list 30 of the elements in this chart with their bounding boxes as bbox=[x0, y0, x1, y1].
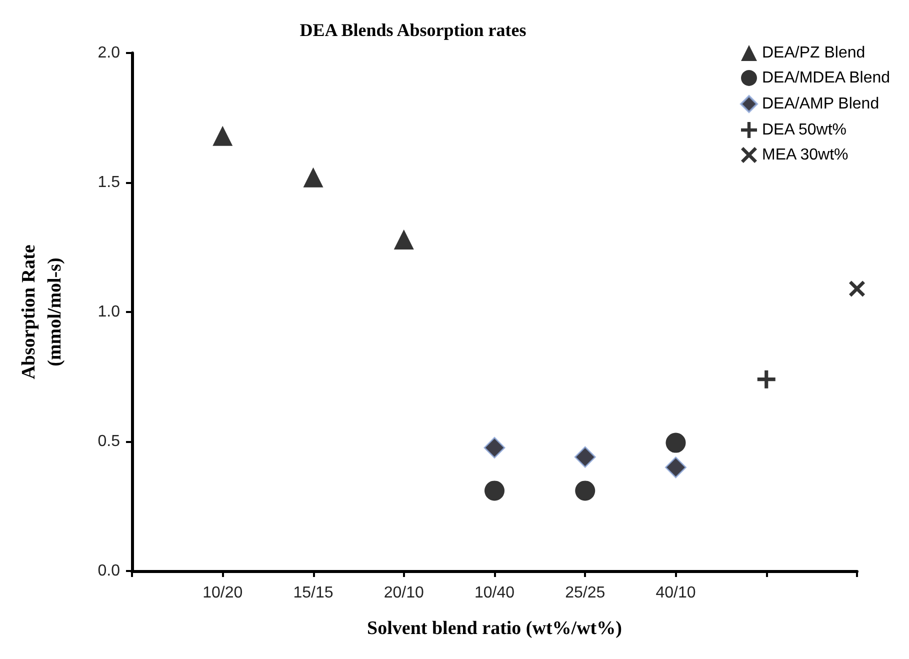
point bbox=[574, 446, 596, 468]
x-tick-label: 25/25 bbox=[565, 584, 606, 602]
y-tick-label: 2.0 bbox=[98, 44, 120, 62]
point bbox=[484, 436, 506, 458]
x-axis-title: Solvent blend ratio (wt%/wt%) bbox=[367, 618, 622, 639]
point bbox=[303, 167, 324, 188]
legend-label: DEA 50wt% bbox=[762, 122, 846, 138]
y-axis-title: Absorption Rate (mmol/mol-s) bbox=[18, 244, 66, 380]
x-tick-label: 20/10 bbox=[384, 584, 424, 602]
point bbox=[666, 432, 686, 453]
y-tick-label: 1.5 bbox=[98, 174, 120, 191]
legend-label: MEA 30wt% bbox=[762, 146, 848, 164]
point bbox=[665, 456, 686, 478]
legend-label: DEA/MDEA Blend bbox=[762, 70, 890, 86]
y-tick-label: 1.0 bbox=[98, 304, 120, 320]
x-tick-label: 15/15 bbox=[293, 584, 334, 602]
legend-label: DEA/PZ Blend bbox=[762, 44, 866, 62]
x-tick-label: 40/10 bbox=[656, 584, 696, 602]
point bbox=[394, 229, 414, 250]
legend-label: DEA/AMP Blend bbox=[762, 96, 880, 112]
point bbox=[849, 280, 865, 297]
point bbox=[484, 480, 504, 501]
chart-title: DEA Blends Absorption rates bbox=[300, 20, 526, 40]
y-tick-label: 0.0 bbox=[98, 562, 120, 580]
x-tick-label: 10/20 bbox=[202, 584, 243, 602]
x-tick-label: 10/40 bbox=[474, 584, 515, 602]
y-tick-label: 0.5 bbox=[98, 433, 120, 450]
point bbox=[575, 480, 596, 501]
point bbox=[212, 126, 233, 146]
point bbox=[757, 370, 776, 388]
